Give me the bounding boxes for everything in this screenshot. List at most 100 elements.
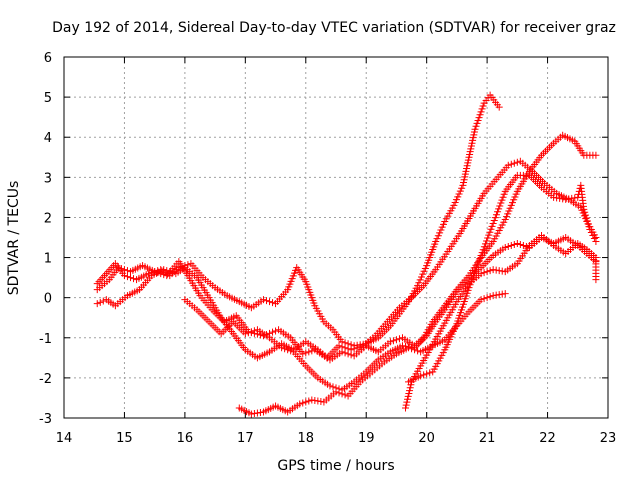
data-point-interp xyxy=(287,347,295,355)
data-point-interp xyxy=(266,298,274,306)
y-tick-label: 6 xyxy=(44,51,52,66)
x-tick-label: 14 xyxy=(56,431,73,446)
data-point-interp xyxy=(302,398,310,406)
data-point xyxy=(465,284,473,292)
series-track-2 xyxy=(93,157,600,362)
data-point xyxy=(386,338,394,346)
data-point xyxy=(501,244,509,252)
data-point xyxy=(93,300,101,308)
data-point-interp xyxy=(406,387,414,395)
data-point xyxy=(550,193,558,201)
data-point-interp xyxy=(436,229,444,237)
data-point-interp xyxy=(356,343,364,351)
data-point xyxy=(450,201,458,209)
data-point-interp xyxy=(438,223,446,231)
data-point xyxy=(414,282,422,290)
data-point-interp xyxy=(247,328,255,336)
data-point-interp xyxy=(299,399,307,407)
data-point-interp xyxy=(284,346,292,354)
data-point-interp xyxy=(510,159,518,167)
data-point-interp xyxy=(484,234,492,242)
data-point-interp xyxy=(308,347,316,355)
data-point xyxy=(592,151,600,159)
data-point-interp xyxy=(250,409,258,417)
series-track-3 xyxy=(93,131,600,364)
data-point xyxy=(432,238,440,246)
data-point-interp xyxy=(507,160,515,168)
data-point-interp xyxy=(341,391,349,399)
data-point-interp xyxy=(498,290,506,298)
y-tick-label: 4 xyxy=(44,131,52,146)
data-point-interp xyxy=(480,269,488,277)
x-tick-label: 19 xyxy=(358,431,375,446)
data-point-interp xyxy=(491,214,499,222)
data-point-interp xyxy=(498,267,506,275)
data-point xyxy=(296,400,304,408)
data-point-interp xyxy=(556,194,564,202)
x-tick-label: 22 xyxy=(539,431,556,446)
data-point xyxy=(259,296,267,304)
data-point-interp xyxy=(496,202,504,210)
data-point-interp xyxy=(415,279,423,287)
data-point-interp xyxy=(469,272,477,280)
data-point-interp xyxy=(553,194,561,202)
data-point xyxy=(332,388,340,396)
data-point-interp xyxy=(475,114,483,122)
data-point-interp xyxy=(476,254,484,262)
data-point-interp xyxy=(169,269,177,277)
y-tick-label: -1 xyxy=(39,332,52,347)
plot-frame xyxy=(63,56,609,419)
data-point-interp xyxy=(269,328,277,336)
data-point-interp xyxy=(250,327,258,335)
data-point-interp xyxy=(485,231,493,239)
x-tick-label: 23 xyxy=(600,431,617,446)
data-point-interp xyxy=(347,351,355,359)
data-point-interp xyxy=(486,293,494,301)
data-point-interp xyxy=(423,370,431,378)
data-point xyxy=(592,238,600,246)
data-point-interp xyxy=(495,267,503,275)
y-tick-label: 0 xyxy=(44,292,52,307)
data-point-interp xyxy=(479,246,487,254)
data-point-interp xyxy=(582,211,590,219)
data-point-interp xyxy=(408,345,416,353)
data-point-interp xyxy=(571,194,579,202)
data-point-interp xyxy=(483,268,491,276)
data-point-interp xyxy=(335,389,343,397)
data-point-interp xyxy=(479,102,487,110)
data-point-interp xyxy=(305,348,313,356)
data-point-interp xyxy=(416,276,424,284)
data-point-interp xyxy=(480,243,488,251)
data-point-interp xyxy=(488,222,496,230)
data-point-interp xyxy=(120,266,128,274)
data-point-interp xyxy=(253,409,261,417)
series-track-5 xyxy=(235,290,509,418)
data-point-interp xyxy=(420,371,428,379)
data-point-interp xyxy=(403,398,411,406)
data-point-interp xyxy=(154,269,162,277)
data-point xyxy=(504,161,512,169)
y-tick-label: 2 xyxy=(44,211,52,226)
data-point-interp xyxy=(480,295,488,303)
data-point-interp xyxy=(456,187,464,195)
data-point-interp xyxy=(123,273,131,281)
data-point xyxy=(489,219,497,227)
data-point xyxy=(175,264,183,272)
data-point xyxy=(562,195,570,203)
data-point-interp xyxy=(507,242,515,250)
data-point-interp xyxy=(389,337,397,345)
y-tick-label: 3 xyxy=(44,171,52,186)
data-point-interp xyxy=(402,401,410,409)
x-tick-label: 15 xyxy=(116,431,133,446)
data-point-interp xyxy=(344,350,352,358)
data-point-interp xyxy=(584,220,592,228)
data-point xyxy=(495,103,503,111)
data-point-interp xyxy=(281,345,289,353)
data-point xyxy=(241,330,249,338)
data-point-interp xyxy=(338,390,346,398)
data-point-interp xyxy=(513,158,521,166)
data-point-interp xyxy=(589,231,597,239)
data-point-interp xyxy=(495,291,503,299)
grid-lines xyxy=(64,57,608,418)
data-point-interp xyxy=(353,344,361,352)
